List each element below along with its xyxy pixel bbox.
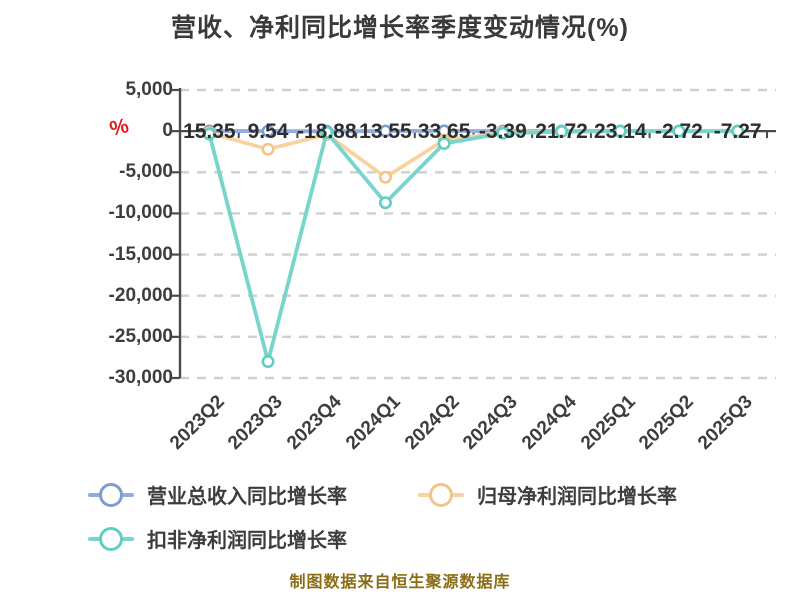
series-marker-deducted_profit xyxy=(731,124,745,138)
series-marker-deducted_profit xyxy=(202,127,216,141)
series-marker-net_profit xyxy=(378,170,392,184)
y-tick-label: 5,000 xyxy=(125,79,173,100)
y-tick-label: -20,000 xyxy=(108,284,173,306)
y-tick-label: -25,000 xyxy=(108,325,173,347)
y-tick-label: -10,000 xyxy=(108,202,173,224)
y-tick-label: -30,000 xyxy=(108,367,173,388)
point-label: -7.27 xyxy=(714,120,762,143)
legend-line-marker-icon xyxy=(88,482,134,507)
point-label: -2.72 xyxy=(655,120,703,143)
legend-label: 扣非净利润同比增长率 xyxy=(147,530,347,552)
legend-line-marker-icon xyxy=(88,526,134,551)
legend-item-net-profit-growth[interactable]: 归母净利润同比增长率 xyxy=(418,480,677,509)
point-label: 9.54 xyxy=(248,120,289,143)
series-marker-revenue xyxy=(261,124,275,138)
series-marker-deducted_profit xyxy=(437,136,451,150)
legend-label: 营业总收入同比增长率 xyxy=(147,486,347,508)
series-marker-deducted_profit xyxy=(320,125,334,139)
series-marker-deducted_profit xyxy=(613,124,627,138)
y-tick-label: -5,000 xyxy=(119,161,173,183)
legend-item-revenue-growth[interactable]: 营业总收入同比增长率 xyxy=(88,480,347,509)
series-marker-deducted_profit xyxy=(555,125,569,139)
series-marker-deducted_profit xyxy=(261,355,275,369)
series-line-deducted_profit xyxy=(207,129,740,364)
point-label: -18.88 xyxy=(297,120,357,143)
chart-title: 营收、净利同比增长率季度变动情况(%) xyxy=(171,14,629,42)
series-marker-deducted_profit xyxy=(672,124,686,138)
point-label: 33.65 xyxy=(418,120,471,143)
y-tick-label: 0 xyxy=(162,120,173,142)
series-marker-revenue xyxy=(378,124,392,138)
series-marker-net_profit xyxy=(261,142,275,156)
legend-item-deducted-profit-growth[interactable]: 扣非净利润同比增长率 xyxy=(88,524,347,553)
legend-line-marker-icon xyxy=(418,482,464,507)
point-label: -3.39 xyxy=(479,120,527,143)
point-label: 21.72 xyxy=(535,120,588,143)
series-marker-deducted_profit xyxy=(378,196,392,210)
footer-data-source: 制图数据来自恒生聚源数据库 xyxy=(289,574,511,591)
point-label: 13.55 xyxy=(359,120,412,143)
y-tick-label: -15,000 xyxy=(108,243,173,265)
point-label: 23.14 xyxy=(594,120,647,143)
point-label: 15.35 xyxy=(183,120,236,143)
legend-label: 归母净利润同比增长率 xyxy=(477,486,677,508)
series-marker-deducted_profit xyxy=(496,126,510,140)
